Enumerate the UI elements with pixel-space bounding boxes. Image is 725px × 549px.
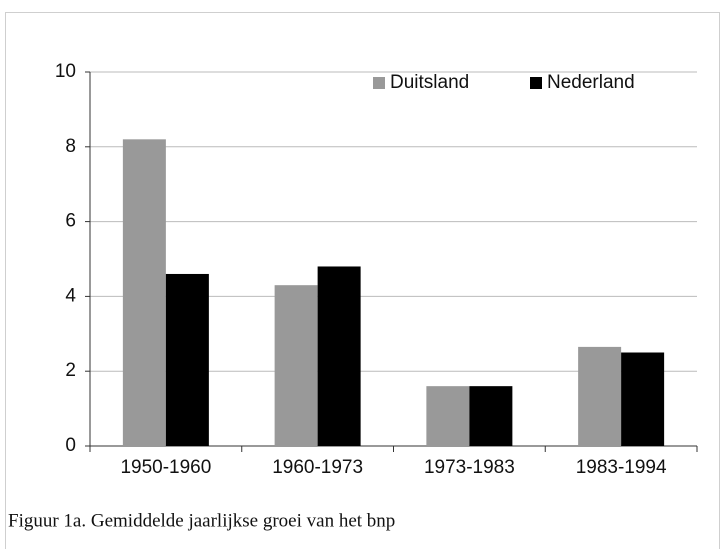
x-tick-label: 1960-1973 — [272, 457, 363, 478]
x-tick-label: 1950-1960 — [120, 457, 211, 478]
bar — [274, 285, 318, 446]
bar — [578, 346, 622, 446]
y-tick-label: 2 — [65, 360, 76, 381]
bar — [621, 352, 665, 446]
bar — [165, 273, 209, 446]
y-tick-label: 6 — [65, 211, 76, 232]
bar — [122, 139, 166, 446]
legend-swatch — [373, 77, 385, 89]
bar — [469, 386, 513, 446]
x-tick-label: 1983-1994 — [576, 457, 667, 478]
chart-title: Figuur 1a. Gemiddelde jaarlijkse groei v… — [8, 510, 395, 531]
legend-label: Nederland — [547, 72, 635, 93]
legend-label: Duitsland — [390, 72, 469, 93]
y-tick-label: 10 — [55, 61, 76, 82]
x-tick-label: 1973-1983 — [424, 457, 515, 478]
bar — [317, 266, 361, 446]
y-tick-label: 0 — [65, 435, 76, 456]
y-tick-label: 4 — [65, 285, 76, 306]
frame — [5, 12, 720, 549]
legend-swatch — [530, 77, 542, 89]
bar — [426, 386, 470, 446]
y-tick-label: 8 — [65, 136, 76, 157]
